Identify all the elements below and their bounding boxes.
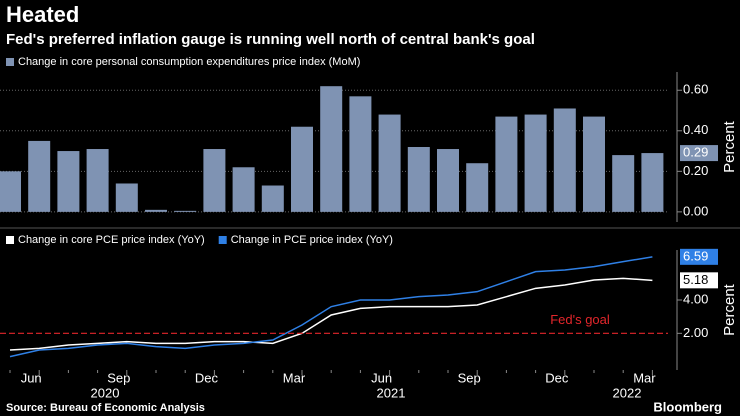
value-label-box (680, 248, 718, 265)
x-tick-label: Jun (21, 370, 42, 385)
x-tick-label: Sep (107, 370, 130, 385)
value-label-box (680, 272, 718, 289)
bar (495, 116, 518, 212)
bar (291, 126, 313, 212)
year-label: 2022 (613, 385, 642, 400)
y-tick-label: 2.00 (683, 325, 708, 340)
year-label: 2021 (377, 385, 406, 400)
bar (466, 163, 489, 212)
bar (115, 183, 138, 212)
bar (378, 114, 401, 212)
x-tick-label: Mar (283, 370, 306, 385)
y-axis-label: Percent (721, 283, 738, 336)
brand: Bloomberg (653, 399, 722, 414)
bar (0, 171, 21, 212)
year-label: 2020 (91, 385, 120, 400)
bar (407, 147, 430, 212)
legend-label: Change in PCE price index (YoY) (231, 234, 393, 246)
legend-swatch (6, 236, 14, 244)
bar (203, 149, 226, 212)
bar (232, 167, 255, 212)
bar (612, 155, 635, 212)
value-label-box (680, 145, 718, 162)
line (9, 277, 653, 351)
bar (261, 185, 284, 212)
bar (28, 140, 51, 212)
bar (145, 209, 167, 212)
y-tick-label: 0.00 (683, 203, 708, 218)
bar (437, 149, 459, 212)
y-tick-label: 4.00 (683, 291, 708, 306)
x-tick-label: Sep (458, 370, 481, 385)
y-tick-label: 0.60 (683, 82, 708, 97)
subtitle: Fed's preferred inflation gauge is runni… (6, 31, 535, 48)
value-label: 0.29 (683, 145, 708, 160)
bar (641, 153, 664, 212)
value-label: 6.59 (683, 248, 708, 263)
y-axis-label: Percent (721, 120, 738, 173)
y-tick-label: 0.40 (683, 122, 708, 137)
bar (320, 86, 343, 212)
x-tick-label: Dec (195, 370, 219, 385)
bar (583, 116, 605, 212)
legend-swatch (218, 236, 227, 244)
source: Source: Bureau of Economic Analysis (6, 402, 205, 414)
x-tick-label: Jun (371, 370, 392, 385)
bar (553, 108, 576, 212)
bar (57, 151, 80, 212)
value-label: 5.18 (683, 272, 708, 287)
y-tick-label: 0.20 (683, 163, 708, 178)
legend-swatch (6, 58, 14, 66)
goal-label: Fed's goal (550, 312, 610, 327)
bar (86, 149, 109, 212)
legend-label: Change in core PCE price index (YoY) (18, 234, 205, 246)
line (9, 256, 653, 358)
legend-label: Change in core personal consumption expe… (18, 56, 360, 68)
bar (524, 114, 547, 212)
bar (174, 210, 197, 212)
x-tick-label: Mar (633, 370, 656, 385)
bar (349, 96, 372, 212)
x-tick-label: Dec (545, 370, 569, 385)
title: Heated (6, 2, 79, 27)
